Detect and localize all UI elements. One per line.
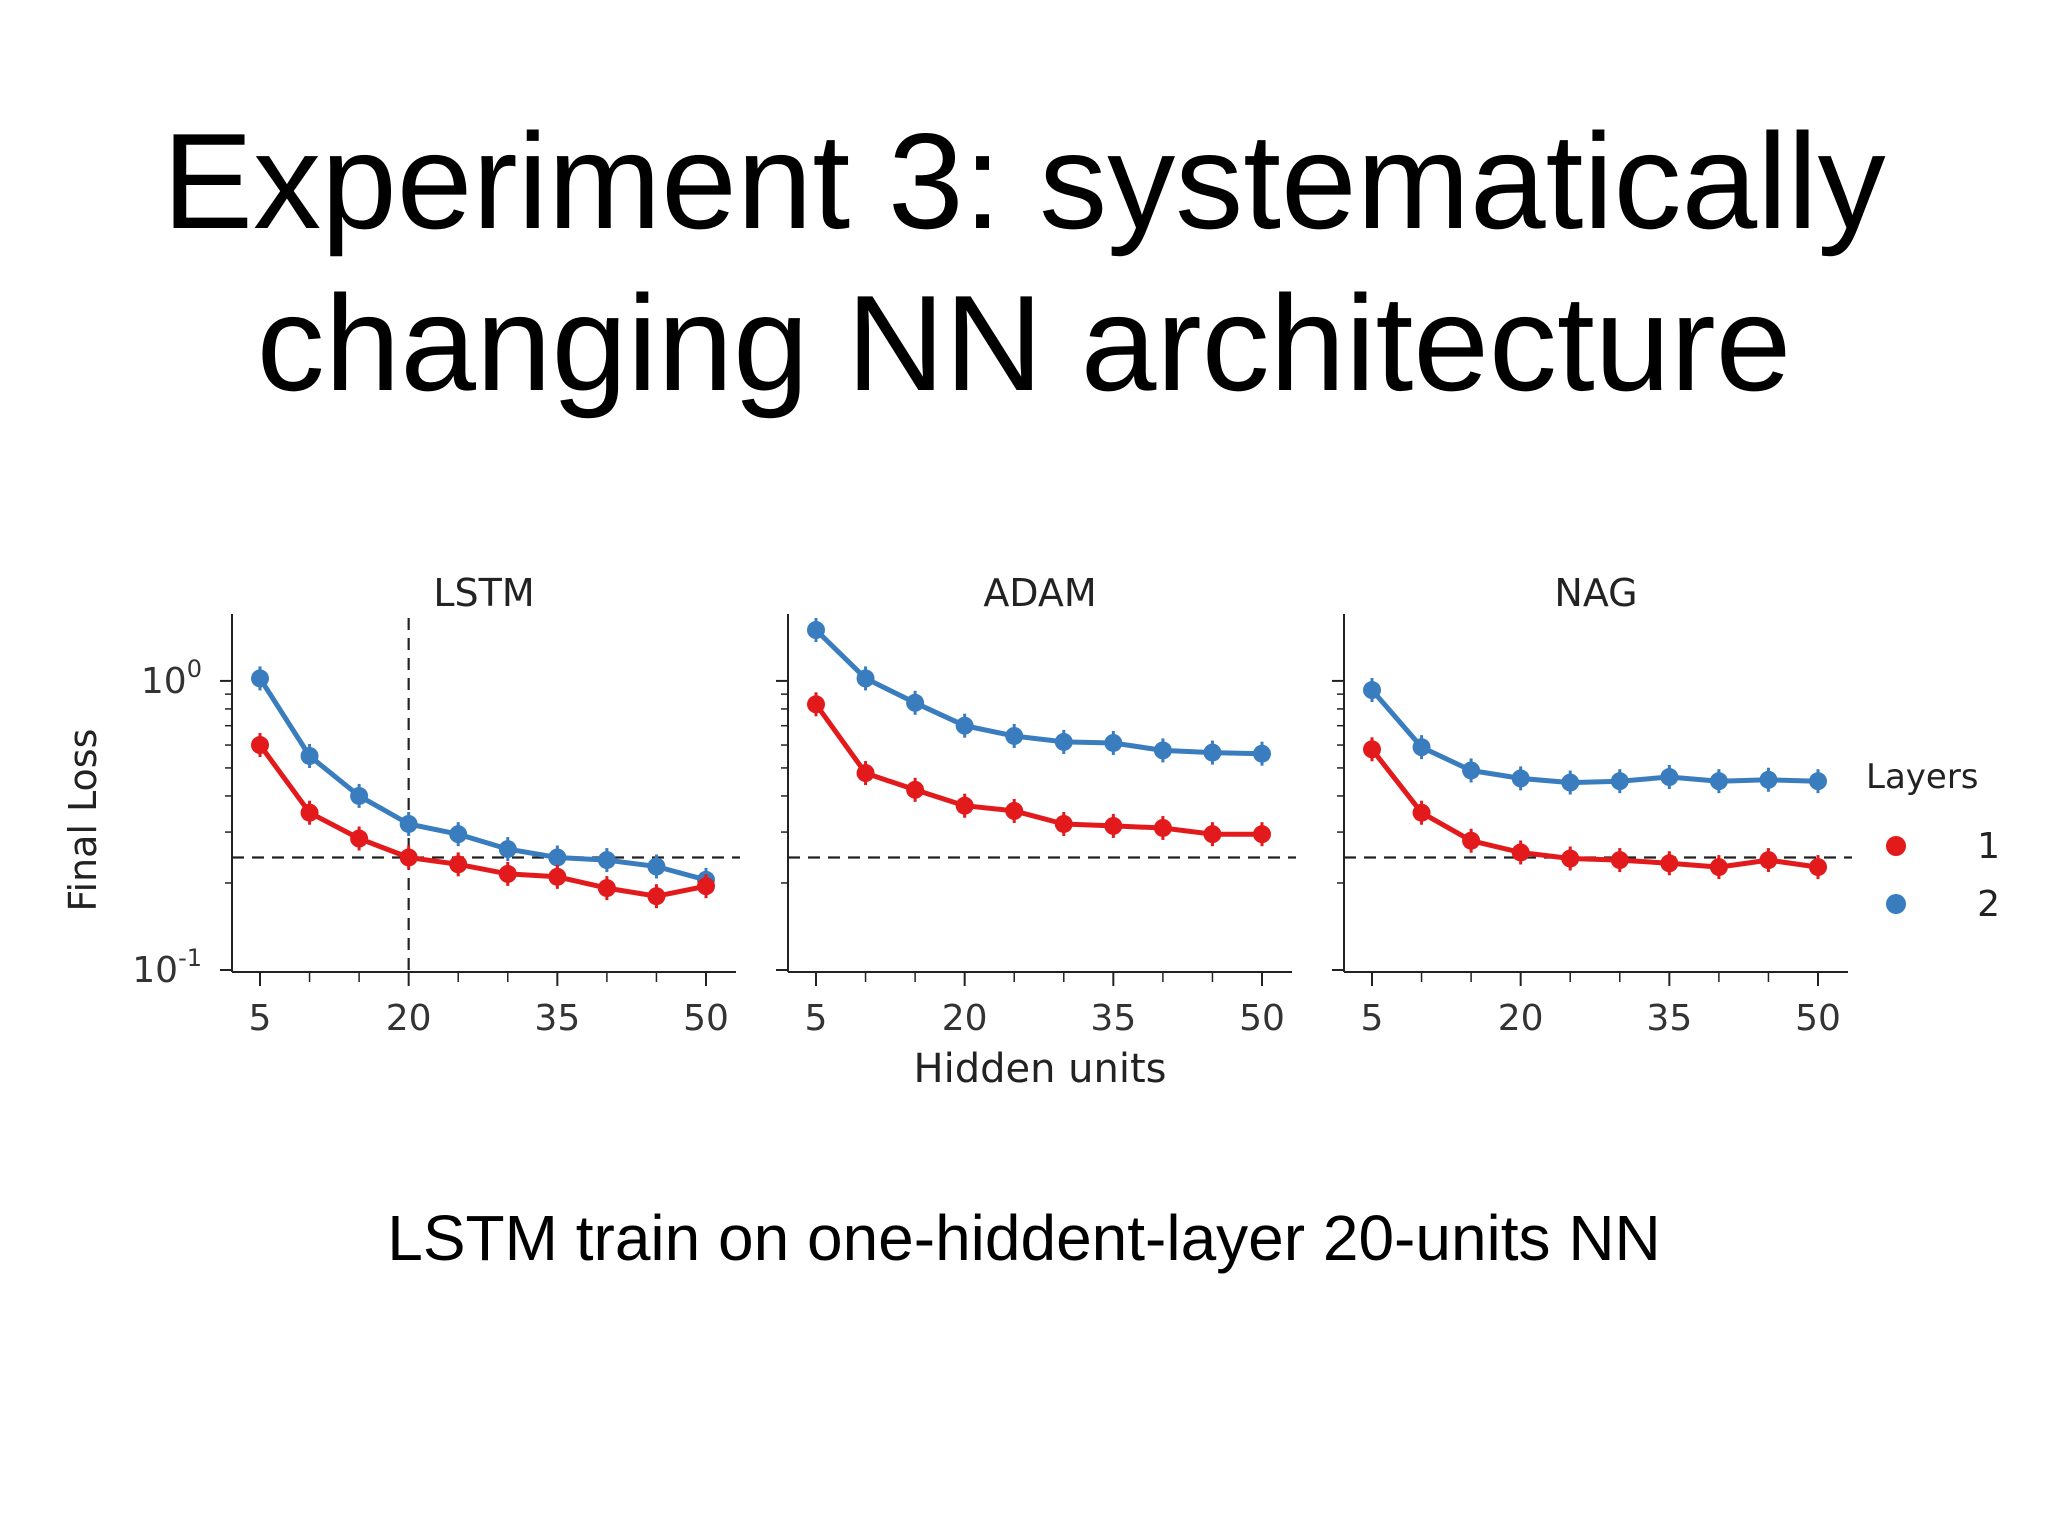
y-tick-label: 10-1 (132, 944, 202, 991)
series-1-line (813, 702, 1262, 837)
slide-title-line-2: changing NN architecture (256, 267, 1792, 419)
y-axis-label: Final Loss (61, 729, 105, 912)
legend-label: 2 (1977, 884, 2000, 925)
series-2-line (257, 677, 707, 883)
series-1-line (257, 743, 707, 899)
x-tick-label: 5 (1361, 998, 1384, 1039)
x-tick-label: 50 (1795, 998, 1841, 1039)
x-tick-label: 20 (386, 998, 432, 1039)
loss-chart-figure: LSTM 100 10-1 5 20 35 50 ADAM 5 20 35 50 NAG 5 20 35 50 F… (61, 571, 2000, 1092)
x-tick-label: 5 (249, 998, 272, 1039)
x-tick-label: 35 (534, 998, 580, 1039)
slide-title-line-1: Experiment 3: systematically (162, 105, 1886, 257)
x-tick-label: 35 (1090, 998, 1136, 1039)
panel-title: LSTM (433, 571, 534, 615)
panel-title: NAG (1554, 571, 1637, 615)
y-tick-label: 100 (141, 655, 202, 702)
legend: Layers 1 2 (1866, 757, 2000, 925)
panel-title: ADAM (983, 571, 1096, 615)
x-tick-label: 20 (1498, 998, 1544, 1039)
slide-title: Experiment 3: systematically changing NN… (0, 100, 2048, 424)
panel-adam: ADAM 5 20 35 50 (776, 571, 1296, 1039)
series-1-line (1370, 747, 1819, 870)
x-tick-label: 20 (942, 998, 988, 1039)
legend-label: 1 (1977, 826, 2000, 867)
legend-title: Layers (1866, 757, 1979, 797)
x-tick-label: 35 (1646, 998, 1692, 1039)
x-tick-label: 5 (805, 998, 828, 1039)
series-2-line (814, 628, 1263, 757)
slide-caption: LSTM train on one-hiddent-layer 20-units… (387, 1202, 1661, 1274)
x-tick-label: 50 (683, 998, 729, 1039)
legend-marker (1886, 836, 1906, 856)
panel-lstm: LSTM 100 10-1 5 20 35 50 (132, 571, 740, 1039)
x-axis-label: Hidden units (914, 1046, 1167, 1092)
panel-nag: NAG 5 20 35 50 (1332, 571, 1852, 1039)
x-tick-label: 50 (1239, 998, 1285, 1039)
series-2-line (1370, 688, 1819, 786)
legend-marker (1886, 894, 1906, 914)
